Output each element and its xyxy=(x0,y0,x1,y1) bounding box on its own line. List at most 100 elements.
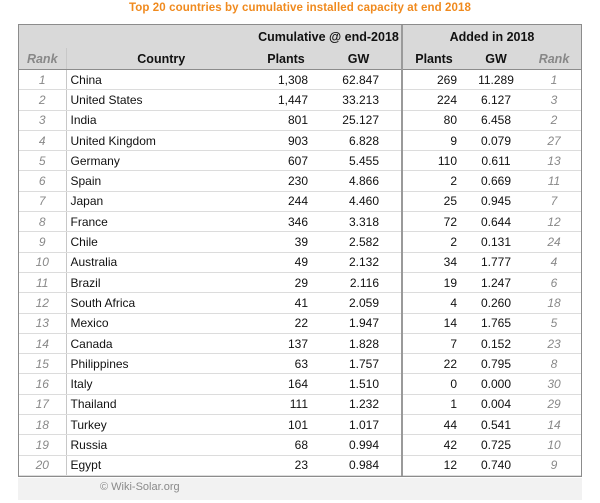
cell-country: United Kingdom xyxy=(66,130,256,152)
cell-rank-added: 9 xyxy=(527,455,581,476)
cell-plants: 137 xyxy=(256,333,316,355)
cell-rank-added: 6 xyxy=(527,272,581,294)
cell-rank-added: 14 xyxy=(527,414,581,436)
cell-country: Japan xyxy=(66,191,256,213)
cell-plants: 101 xyxy=(256,414,316,436)
cell-gw-added: 1.777 xyxy=(465,252,527,273)
cell-plants: 49 xyxy=(256,252,316,273)
table-row: 17 Thailand 111 1.232 1 0.004 29 xyxy=(19,394,581,416)
cell-rank-added: 5 xyxy=(527,313,581,334)
cell-rank: 18 xyxy=(19,414,67,436)
cell-rank: 3 xyxy=(19,110,67,131)
table-row: 8 France 346 3.318 72 0.644 12 xyxy=(19,211,581,233)
cell-gw: 62.847 xyxy=(316,69,403,91)
header-plants: Plants xyxy=(256,48,316,70)
cell-plants: 23 xyxy=(256,455,316,476)
table-row: 14 Canada 137 1.828 7 0.152 23 xyxy=(19,333,581,355)
cell-plants: 39 xyxy=(256,231,316,253)
cell-gw: 1.947 xyxy=(316,313,403,334)
cell-plants: 230 xyxy=(256,170,316,192)
cell-country: France xyxy=(66,211,256,233)
cell-gw: 2.116 xyxy=(316,272,403,294)
cell-rank-added: 18 xyxy=(527,292,581,314)
cell-plants-added: 4 xyxy=(402,292,465,314)
cell-rank: 7 xyxy=(19,191,67,213)
cell-plants-added: 1 xyxy=(402,394,465,416)
cell-plants-added: 19 xyxy=(402,272,465,294)
cell-gw: 33.213 xyxy=(316,89,403,111)
header-rank-added: Rank xyxy=(527,48,581,70)
cell-country: Russia xyxy=(66,434,256,456)
cell-gw-added: 0.131 xyxy=(465,231,527,253)
footer: © Wiki-Solar.org xyxy=(18,478,582,500)
cell-plants: 1,447 xyxy=(256,89,316,111)
cell-rank-added: 30 xyxy=(527,373,581,395)
cell-rank-added: 10 xyxy=(527,434,581,456)
cell-country: Thailand xyxy=(66,394,256,416)
table-row: 3 India 801 25.127 80 6.458 2 xyxy=(19,110,581,131)
cell-plants: 29 xyxy=(256,272,316,294)
cell-gw-added: 11.289 xyxy=(465,69,527,91)
cell-rank: 14 xyxy=(19,333,67,355)
table-row: 12 South Africa 41 2.059 4 0.260 18 xyxy=(19,292,581,314)
cell-plants: 63 xyxy=(256,353,316,375)
cell-gw: 5.455 xyxy=(316,150,403,172)
table-row: 6 Spain 230 4.866 2 0.669 11 xyxy=(19,170,581,192)
cell-gw-added: 0.000 xyxy=(465,373,527,395)
cell-plants: 346 xyxy=(256,211,316,233)
cell-plants-added: 2 xyxy=(402,231,465,253)
cell-gw: 2.582 xyxy=(316,231,403,253)
cell-rank: 8 xyxy=(19,211,67,233)
cell-rank-added: 7 xyxy=(527,191,581,213)
cell-plants: 1,308 xyxy=(256,69,316,91)
cell-gw: 1.232 xyxy=(316,394,403,416)
cell-plants-added: 12 xyxy=(402,455,465,476)
cell-rank-added: 11 xyxy=(527,170,581,192)
cell-rank-added: 3 xyxy=(527,89,581,111)
cell-gw-added: 6.127 xyxy=(465,89,527,111)
cell-plants: 607 xyxy=(256,150,316,172)
cell-gw: 0.984 xyxy=(316,455,403,476)
cell-plants-added: 110 xyxy=(402,150,465,172)
cell-plants-added: 7 xyxy=(402,333,465,355)
cell-gw: 1.757 xyxy=(316,353,403,375)
cell-country: Brazil xyxy=(66,272,256,294)
cell-gw: 1.510 xyxy=(316,373,403,395)
cell-rank: 9 xyxy=(19,231,67,253)
table-title: Top 20 countries by cumulative installed… xyxy=(128,2,472,14)
cell-plants-added: 80 xyxy=(402,110,465,131)
header-column-row: Rank Country Plants GW Plants GW Rank xyxy=(19,48,581,70)
cell-country: Spain xyxy=(66,170,256,192)
cell-gw-added: 0.079 xyxy=(465,130,527,152)
cell-plants-added: 42 xyxy=(402,434,465,456)
cell-plants: 244 xyxy=(256,191,316,213)
cell-plants-added: 34 xyxy=(402,252,465,273)
table-row: 1 China 1,308 62.847 269 11.289 1 xyxy=(19,69,581,91)
cell-rank-added: 1 xyxy=(527,69,581,91)
cell-plants-added: 2 xyxy=(402,170,465,192)
cell-rank-added: 12 xyxy=(527,211,581,233)
cell-rank-added: 24 xyxy=(527,231,581,253)
cell-gw-added: 0.260 xyxy=(465,292,527,314)
cell-country: China xyxy=(66,69,256,91)
cell-plants: 68 xyxy=(256,434,316,456)
cell-rank: 10 xyxy=(19,252,67,273)
cell-plants: 111 xyxy=(256,394,316,416)
cell-rank: 2 xyxy=(19,89,67,111)
header-rank: Rank xyxy=(19,48,67,70)
cell-country: Chile xyxy=(66,231,256,253)
cell-country: South Africa xyxy=(66,292,256,314)
table-row: 2 United States 1,447 33.213 224 6.127 3 xyxy=(19,89,581,111)
cell-country: Turkey xyxy=(66,414,256,436)
cell-gw-added: 0.669 xyxy=(465,170,527,192)
cell-rank: 12 xyxy=(19,292,67,314)
table-row: 7 Japan 244 4.460 25 0.945 7 xyxy=(19,191,581,213)
cell-country: Philippines xyxy=(66,353,256,375)
table-row: 5 Germany 607 5.455 110 0.611 13 xyxy=(19,150,581,172)
header-group-added: Added in 2018 xyxy=(402,25,581,48)
cell-gw: 0.994 xyxy=(316,434,403,456)
cell-gw: 3.318 xyxy=(316,211,403,233)
cell-gw: 6.828 xyxy=(316,130,403,152)
cell-rank: 20 xyxy=(19,455,67,476)
